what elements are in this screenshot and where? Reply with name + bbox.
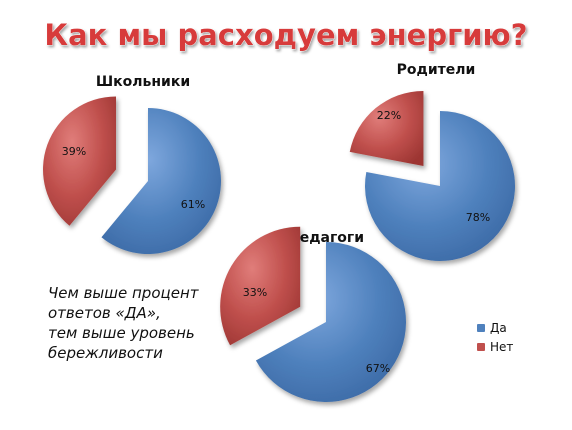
pie-title: Педагоги — [288, 230, 364, 246]
pie-chart-shkolniki: Школьники 61% 39% — [43, 74, 221, 254]
note-line: Чем выше процент — [48, 284, 199, 302]
pie-title: Родители — [397, 62, 476, 78]
pie-slice-label: 78% — [466, 211, 490, 224]
pie-slice-label: 33% — [243, 286, 267, 299]
note-line: ответов «ДА», — [48, 304, 161, 322]
legend-item-yes: Да — [477, 318, 557, 337]
chart-legend: Да Нет — [477, 318, 557, 356]
pie-slice-yes — [255, 241, 407, 403]
pie-chart-pedagogi: Педагоги 67% 33% — [220, 226, 407, 403]
slide-title-graphic: Как мы расходуем энергию? — [44, 18, 528, 53]
pie-title: Школьники — [96, 74, 190, 90]
pie-slice-no — [220, 226, 301, 346]
legend-swatch-no — [477, 342, 485, 351]
pie-slice-yes — [101, 108, 221, 254]
note-line: бережливости — [48, 344, 163, 362]
pie-slice-no — [43, 96, 117, 226]
pie-slice-label: 67% — [366, 362, 390, 375]
legend-swatch-yes — [477, 323, 485, 332]
slide-title: Как мы расходуем энергию? — [44, 18, 527, 52]
legend-label-yes: Да — [490, 320, 507, 335]
pie-slice-label: 61% — [181, 198, 205, 211]
pie-slice-no — [349, 90, 424, 166]
pie-slice-label: 39% — [62, 145, 86, 158]
legend-item-no: Нет — [477, 337, 557, 356]
note-line: тем выше уровень — [48, 324, 195, 342]
note-text: Чем выше процент ответов «ДА», тем выше … — [48, 283, 248, 363]
legend-label-no: Нет — [490, 339, 514, 354]
pie-slice-yes — [365, 111, 516, 261]
pie-slice-label: 22% — [377, 109, 401, 122]
pie-chart-roditeli: Родители 78% 22% — [349, 62, 516, 261]
